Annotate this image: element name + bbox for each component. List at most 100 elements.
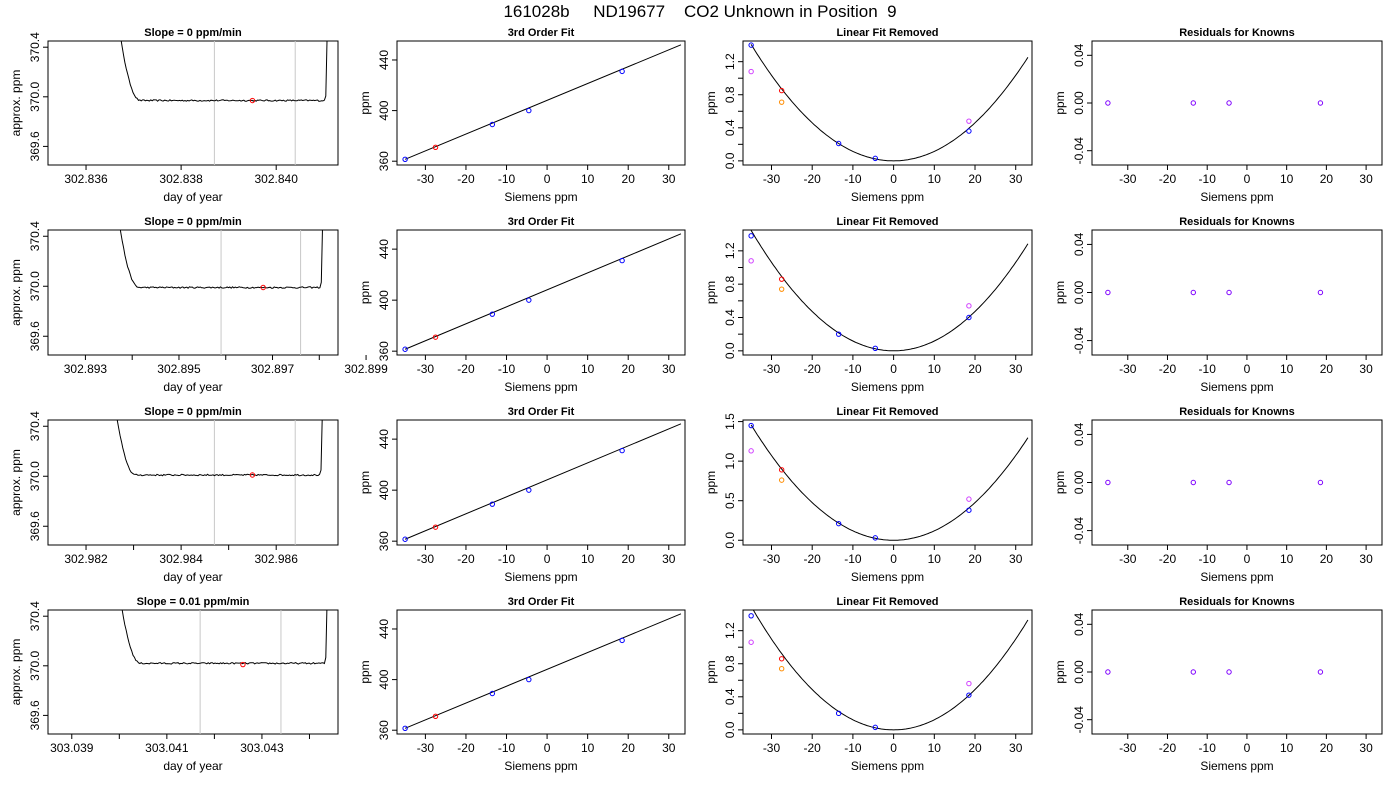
panel-title: 3rd Order Fit xyxy=(508,596,575,608)
y-tick-label: 0.00 xyxy=(1072,470,1086,494)
x-tick-label: 302.838 xyxy=(159,172,203,186)
x-tick-label: 10 xyxy=(928,172,942,186)
panel-linear_removed-row-2: Linear Fit Removed -30 -20 -10 0 10 20 30 0.0 0.5… xyxy=(704,406,1033,584)
trace-line xyxy=(116,420,323,477)
y-tick-label: 0.4 xyxy=(723,688,737,705)
panel-title: Residuals for Knowns xyxy=(1179,27,1295,39)
sample-point xyxy=(432,524,439,530)
y-axis-label: ppm xyxy=(358,660,372,683)
x-tick-label: 10 xyxy=(928,552,942,566)
reference-point xyxy=(966,680,972,687)
x-tick-label: 20 xyxy=(968,552,982,566)
y-tick-label: 370.0 xyxy=(28,81,42,111)
known-point xyxy=(619,447,625,454)
x-axis-label: Siemens ppm xyxy=(1200,380,1273,394)
x-tick-label: -20 xyxy=(1159,741,1177,755)
plot-area xyxy=(748,230,1029,352)
fit-line xyxy=(404,423,682,540)
sample-point xyxy=(778,276,785,282)
x-tick-label: 10 xyxy=(581,172,595,186)
trace-line xyxy=(119,230,323,289)
y-tick-label: 440 xyxy=(377,429,391,449)
x-axis-label: Siemens ppm xyxy=(1200,190,1273,204)
y-tick-label: 370.4 xyxy=(28,601,42,631)
residual-point xyxy=(1226,100,1232,106)
known-point xyxy=(489,501,496,507)
x-axis-label: Siemens ppm xyxy=(504,759,577,773)
y-tick-label: 0.4 xyxy=(723,119,737,136)
fit-line xyxy=(404,44,682,160)
x-axis-label: Siemens ppm xyxy=(1200,570,1273,584)
y-tick-label: 370.4 xyxy=(28,411,42,441)
residual-point xyxy=(1226,479,1232,486)
known-point xyxy=(526,107,532,114)
quadratic-curve xyxy=(752,610,1029,731)
y-axis-label: ppm xyxy=(358,471,372,494)
known-point xyxy=(619,257,625,264)
x-axis-label: Siemens ppm xyxy=(851,190,924,204)
x-tick-label: -20 xyxy=(1159,552,1177,566)
y-tick-label: 0.0 xyxy=(723,532,737,549)
x-tick-label: 302.984 xyxy=(159,552,203,566)
reference-point xyxy=(778,286,785,292)
sample-point xyxy=(432,334,439,340)
sample-point xyxy=(249,472,256,478)
known-point xyxy=(966,507,972,513)
x-axis-label: Siemens ppm xyxy=(504,570,577,584)
known-point xyxy=(619,637,625,644)
quadratic-curve xyxy=(750,424,1029,541)
plot-frame xyxy=(1091,609,1383,735)
x-tick-label: 302.893 xyxy=(64,362,108,376)
y-axis-label: ppm xyxy=(704,91,718,114)
residual-point xyxy=(1190,479,1197,486)
x-tick-label: 0 xyxy=(544,172,551,186)
panel-trace-row-3: Slope = 0.01 ppm/min 303.039 303.041 303.04… xyxy=(9,596,339,773)
y-tick-label: 440 xyxy=(377,239,391,259)
residual-point xyxy=(1317,289,1324,296)
x-tick-label: -10 xyxy=(1199,552,1217,566)
sample-point xyxy=(778,656,785,662)
x-axis-label: Siemens ppm xyxy=(851,380,924,394)
x-tick-label: 20 xyxy=(622,741,636,755)
residual-point xyxy=(1190,100,1197,106)
panel-trace-row-1: Slope = 0 ppm/min 302.893 302.895 302.897 30… xyxy=(9,216,388,394)
residual-point xyxy=(1105,479,1111,486)
plot-frame xyxy=(742,609,1033,735)
known-point xyxy=(748,42,754,48)
y-tick-label: 0.0 xyxy=(723,152,737,169)
x-tick-label: -30 xyxy=(417,552,435,566)
plot-area xyxy=(1105,289,1324,296)
x-tick-label: 10 xyxy=(1280,552,1294,566)
known-point xyxy=(748,422,754,429)
y-tick-label: 0.04 xyxy=(1072,612,1086,636)
x-axis-label: Siemens ppm xyxy=(504,190,577,204)
plot-frame xyxy=(47,40,339,166)
panel-title: Linear Fit Removed xyxy=(836,596,938,608)
y-tick-label: 0.4 xyxy=(723,309,737,326)
sample-point xyxy=(778,467,785,473)
panel-title: Residuals for Knowns xyxy=(1179,596,1295,608)
y-axis-label: ppm xyxy=(1053,91,1067,114)
known-point xyxy=(526,676,532,683)
panel-linear_removed-row-3: Linear Fit Removed -30 -20 -10 0 10 20 30 0.0 0.4… xyxy=(704,596,1033,773)
trace-line xyxy=(121,610,328,665)
x-tick-label: 302.836 xyxy=(64,172,108,186)
panel-resid-row-3: Residuals for Knowns -30 -20 -10 0 10 20 30 -0.0… xyxy=(1053,596,1383,773)
known-point xyxy=(966,314,972,321)
sample-point xyxy=(432,713,439,719)
x-tick-label: 30 xyxy=(1009,172,1023,186)
x-tick-label: -10 xyxy=(844,362,862,376)
sample-point xyxy=(778,87,785,94)
panel-title: 3rd Order Fit xyxy=(508,406,575,418)
x-tick-label: 10 xyxy=(1280,362,1294,376)
y-axis-label: ppm xyxy=(704,471,718,494)
y-tick-label: 0.04 xyxy=(1072,43,1086,67)
known-point xyxy=(489,121,496,128)
residual-point xyxy=(1317,669,1324,675)
plot-area xyxy=(116,420,323,545)
residual-point xyxy=(1105,100,1111,106)
x-tick-label: -30 xyxy=(1119,362,1137,376)
reference-point xyxy=(778,99,785,105)
y-tick-label: 370.0 xyxy=(28,650,42,680)
x-tick-label: 0 xyxy=(890,552,897,566)
